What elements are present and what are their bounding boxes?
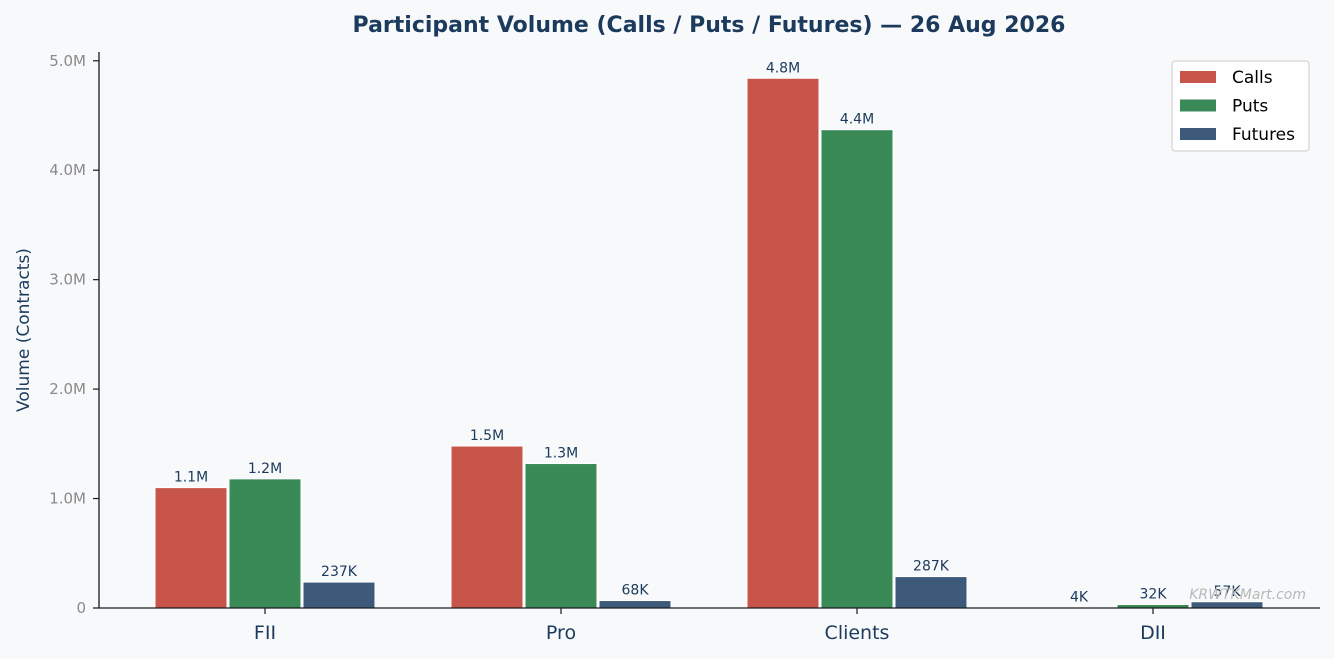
bar-futures-fii (302, 581, 376, 609)
bars-group (154, 77, 1264, 609)
y-tick-label: 2.0M (49, 380, 86, 398)
data-label: 237K (321, 564, 358, 580)
data-label: 1.3M (544, 446, 578, 462)
bar-calls-clients (746, 77, 820, 609)
x-tick-label: DII (1140, 622, 1166, 644)
x-tick-label: Pro (546, 622, 576, 644)
y-tick-label: 4.0M (49, 161, 86, 179)
y-axis-label: Volume (Contracts) (14, 248, 34, 412)
data-label: 68K (622, 583, 650, 599)
y-tick-label: 3.0M (49, 271, 86, 289)
chart-legend: Calls Puts Futures (1171, 60, 1310, 152)
data-label: 1.5M (470, 428, 504, 444)
x-tick-label: FII (254, 622, 276, 644)
data-label: 287K (913, 559, 950, 575)
bar-futures-clients (894, 576, 968, 609)
y-tick-label: 5.0M (49, 52, 86, 70)
legend-label-calls: Calls (1232, 68, 1273, 88)
data-label: 4.4M (840, 112, 874, 128)
bar-puts-clients (820, 129, 894, 609)
data-label: 4.8M (766, 60, 800, 76)
data-label: 57K (1214, 584, 1242, 600)
x-tick-label: Clients (825, 622, 890, 644)
y-tick-label: 0 (76, 599, 86, 617)
data-labels-group: 1.1M 1.5M 4.8M 4K 1.2M 1.3M 4.4M 32K 237K 68K 287K… (174, 60, 1241, 605)
bar-puts-pro (524, 463, 598, 609)
y-axis-ticks: 0 1.0M 2.0M 3.0M 4.0M 5.0M (49, 52, 99, 617)
data-label: 1.1M (174, 470, 208, 486)
data-label: 1.2M (248, 461, 282, 477)
watermark-text: KRWTKMart.com (1189, 587, 1306, 603)
bar-calls-fii (154, 487, 228, 609)
x-axis-ticks: FII Pro Clients DII (254, 608, 1166, 644)
bar-calls-pro (450, 445, 524, 609)
legend-label-puts: Puts (1232, 97, 1268, 117)
legend-swatch-futures (1180, 128, 1216, 140)
data-label: 32K (1140, 586, 1168, 602)
legend-label-futures: Futures (1232, 125, 1295, 145)
bar-futures-pro (598, 600, 672, 609)
legend-swatch-calls (1180, 71, 1216, 83)
bar-puts-fii (228, 478, 302, 609)
y-tick-label: 1.0M (49, 490, 86, 508)
chart-title: Participant Volume (Calls / Puts / Futur… (353, 13, 1066, 38)
data-label: 4K (1070, 590, 1089, 606)
legend-swatch-puts (1180, 99, 1216, 112)
